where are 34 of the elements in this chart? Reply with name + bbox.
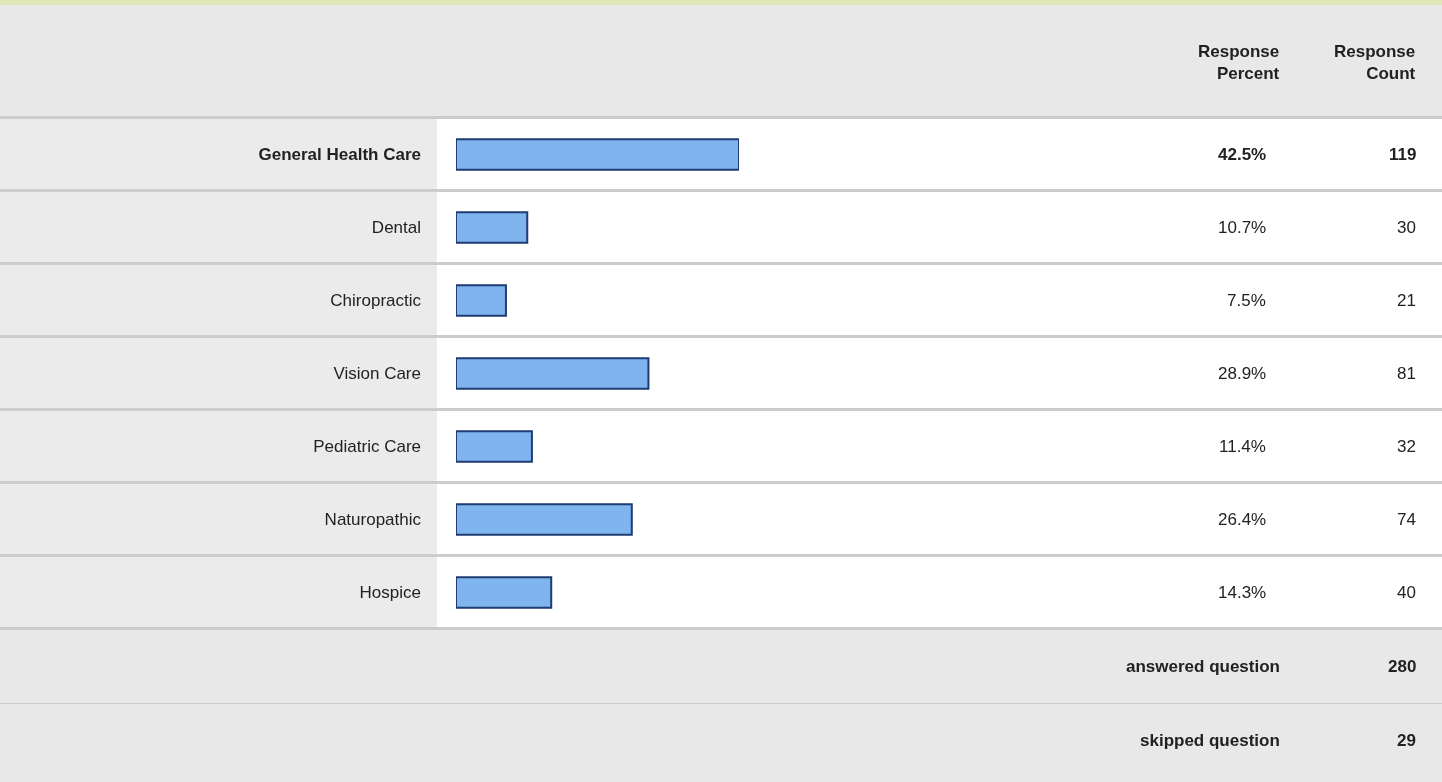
text: 119	[1389, 145, 1417, 164]
bar	[456, 284, 507, 317]
y-tick-label: Naturopathic	[324, 510, 422, 530]
text: 30	[1397, 218, 1416, 237]
bar	[456, 503, 633, 536]
data-label: 26.4%	[1218, 510, 1267, 529]
text: 32	[1397, 437, 1416, 456]
text: 21	[1397, 291, 1416, 310]
bar	[456, 576, 553, 609]
y-tick-label: Pediatric Care	[313, 437, 421, 457]
text: answered question	[1126, 657, 1280, 676]
text: 40	[1397, 583, 1416, 602]
y-tick-label: Chiropractic	[330, 291, 422, 311]
text: 81	[1397, 364, 1416, 383]
text: Response Count	[1334, 42, 1416, 84]
data-label: 10.7%	[1218, 218, 1267, 237]
y-tick-label: Vision Care	[333, 364, 421, 384]
y-tick-label: Dental	[371, 218, 421, 238]
text: 74	[1397, 510, 1416, 529]
y-tick-label: General Health Care	[258, 145, 421, 165]
text: Response Percent	[1198, 42, 1280, 84]
text: 29	[1397, 731, 1416, 750]
text: skipped question	[1140, 731, 1280, 750]
data-label: 14.3%	[1218, 583, 1267, 602]
bar	[456, 357, 650, 390]
data-label: 42.5%	[1218, 145, 1267, 164]
bar	[456, 430, 533, 463]
bar	[456, 211, 529, 244]
bar	[456, 138, 739, 171]
y-tick-label: Hospice	[359, 583, 421, 603]
text: 280	[1388, 657, 1417, 676]
data-label: 11.4%	[1219, 437, 1266, 456]
data-label: 7.5%	[1227, 291, 1266, 310]
data-label: 28.9%	[1218, 364, 1267, 383]
